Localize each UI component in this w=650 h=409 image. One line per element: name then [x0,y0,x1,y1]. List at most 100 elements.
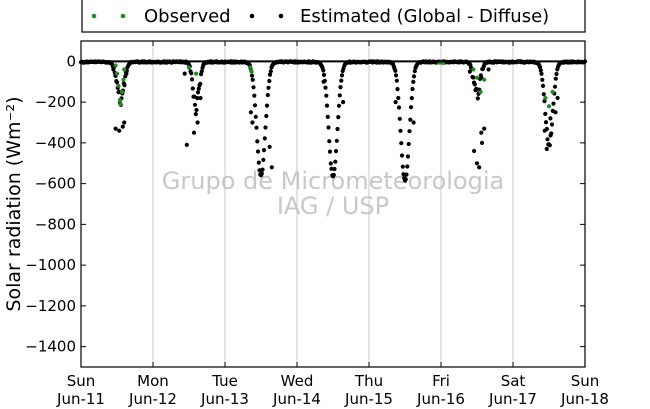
estimated-point [486,67,491,72]
estimated-point [324,93,329,98]
estimated-point [412,69,417,74]
estimated-point [537,65,543,70]
estimated-point [122,120,127,125]
legend-label-observed: Observed [144,6,231,27]
legend-marker-estimated [249,13,255,19]
x-tick-date-label: Jun-15 [344,390,393,408]
estimated-point [477,165,482,170]
estimated-point [399,141,404,146]
estimated-point [408,117,413,122]
observed-point [122,67,127,72]
estimated-point [393,68,398,73]
estimated-point [405,154,411,159]
estimated-point [404,172,409,177]
estimated-point [266,85,271,90]
x-tick-day-label: Sun [571,372,600,390]
observed-point [482,77,487,82]
observed-point [186,65,192,70]
estimated-point [194,107,199,113]
estimated-point [393,100,398,105]
watermark-line-2: IAG / USP [277,192,389,220]
estimated-point [189,77,195,82]
estimated-point [329,166,334,171]
estimated-point [195,96,200,101]
x-tick-day-label: Thu [354,372,383,390]
estimated-point [192,102,198,107]
estimated-point [195,120,200,125]
estimated-point [198,95,203,101]
estimated-point [111,67,116,72]
estimated-point [321,72,327,77]
estimated-point [254,125,259,130]
estimated-point [553,76,558,81]
estimated-point [547,143,552,148]
y-tick-label: −800 [35,215,76,233]
estimated-point [471,75,476,80]
legend-marker-observed [91,13,97,19]
legend-box [81,0,586,33]
estimated-point [190,86,195,91]
observed-point [543,95,548,101]
estimated-point [545,137,550,142]
estimated-point [479,130,484,135]
estimated-point [336,115,341,120]
estimated-point [549,131,554,136]
estimated-point [396,95,401,101]
estimated-point [393,73,399,78]
observed-point [474,75,480,80]
plot-frame [80,40,586,368]
y-tick-label: −1200 [25,297,76,315]
observed-point [114,71,120,76]
estimated-point [405,164,410,169]
y-axis-ticks: 0 −200 −400 −600 −800 −1000 −1200 −1400 [25,52,585,356]
estimated-point [538,68,543,73]
legend-label-estimated: Estimated (Global - Diffuse) [300,6,549,27]
legend-marker-estimated [278,13,284,19]
observed-point [117,98,122,103]
estimated-point [331,172,336,178]
estimated-point [406,141,411,147]
estimated-point [544,146,549,152]
y-tick-label: −200 [35,93,76,111]
estimated-point [555,95,560,101]
estimated-point [269,165,274,170]
x-axis-ticks: SunJun-11MonJun-12TueJun-13WedJun-14ThuJ… [56,41,609,408]
estimated-point [554,71,559,77]
estimated-point [196,86,201,91]
estimated-point [250,77,255,82]
estimated-point [548,116,553,121]
x-tick-day-label: Tue [211,372,238,390]
estimated-point [260,167,265,172]
estimated-point [263,125,268,130]
estimated-point [195,90,201,95]
estimated-point [333,159,338,164]
estimated-point [482,126,487,131]
estimated-point [122,83,127,88]
observed-point [116,83,121,88]
estimated-point [321,79,326,84]
estimated-point [543,120,549,125]
estimated-point [395,87,400,92]
estimated-point [321,68,326,73]
estimated-point [407,129,412,134]
estimated-point [189,71,194,76]
estimated-point [327,149,333,154]
estimated-point [248,110,253,115]
estimated-point [268,69,273,74]
estimated-point [411,120,416,125]
observed-point [119,89,125,94]
estimated-point [255,139,260,144]
observed-point [546,104,552,109]
x-tick-date-label: Jun-18 [560,390,609,408]
estimated-point [252,103,258,108]
estimated-point [264,103,270,108]
estimated-point [267,78,272,84]
observed-point [118,102,123,107]
x-tick-day-label: Fri [432,372,450,390]
estimated-point [259,171,264,176]
observed-point [194,71,199,76]
estimated-point [261,157,266,162]
estimated-point [339,78,344,83]
observed-point [121,77,126,82]
watermark: Grupo de Micrometeorologia IAG / USP [162,167,504,220]
